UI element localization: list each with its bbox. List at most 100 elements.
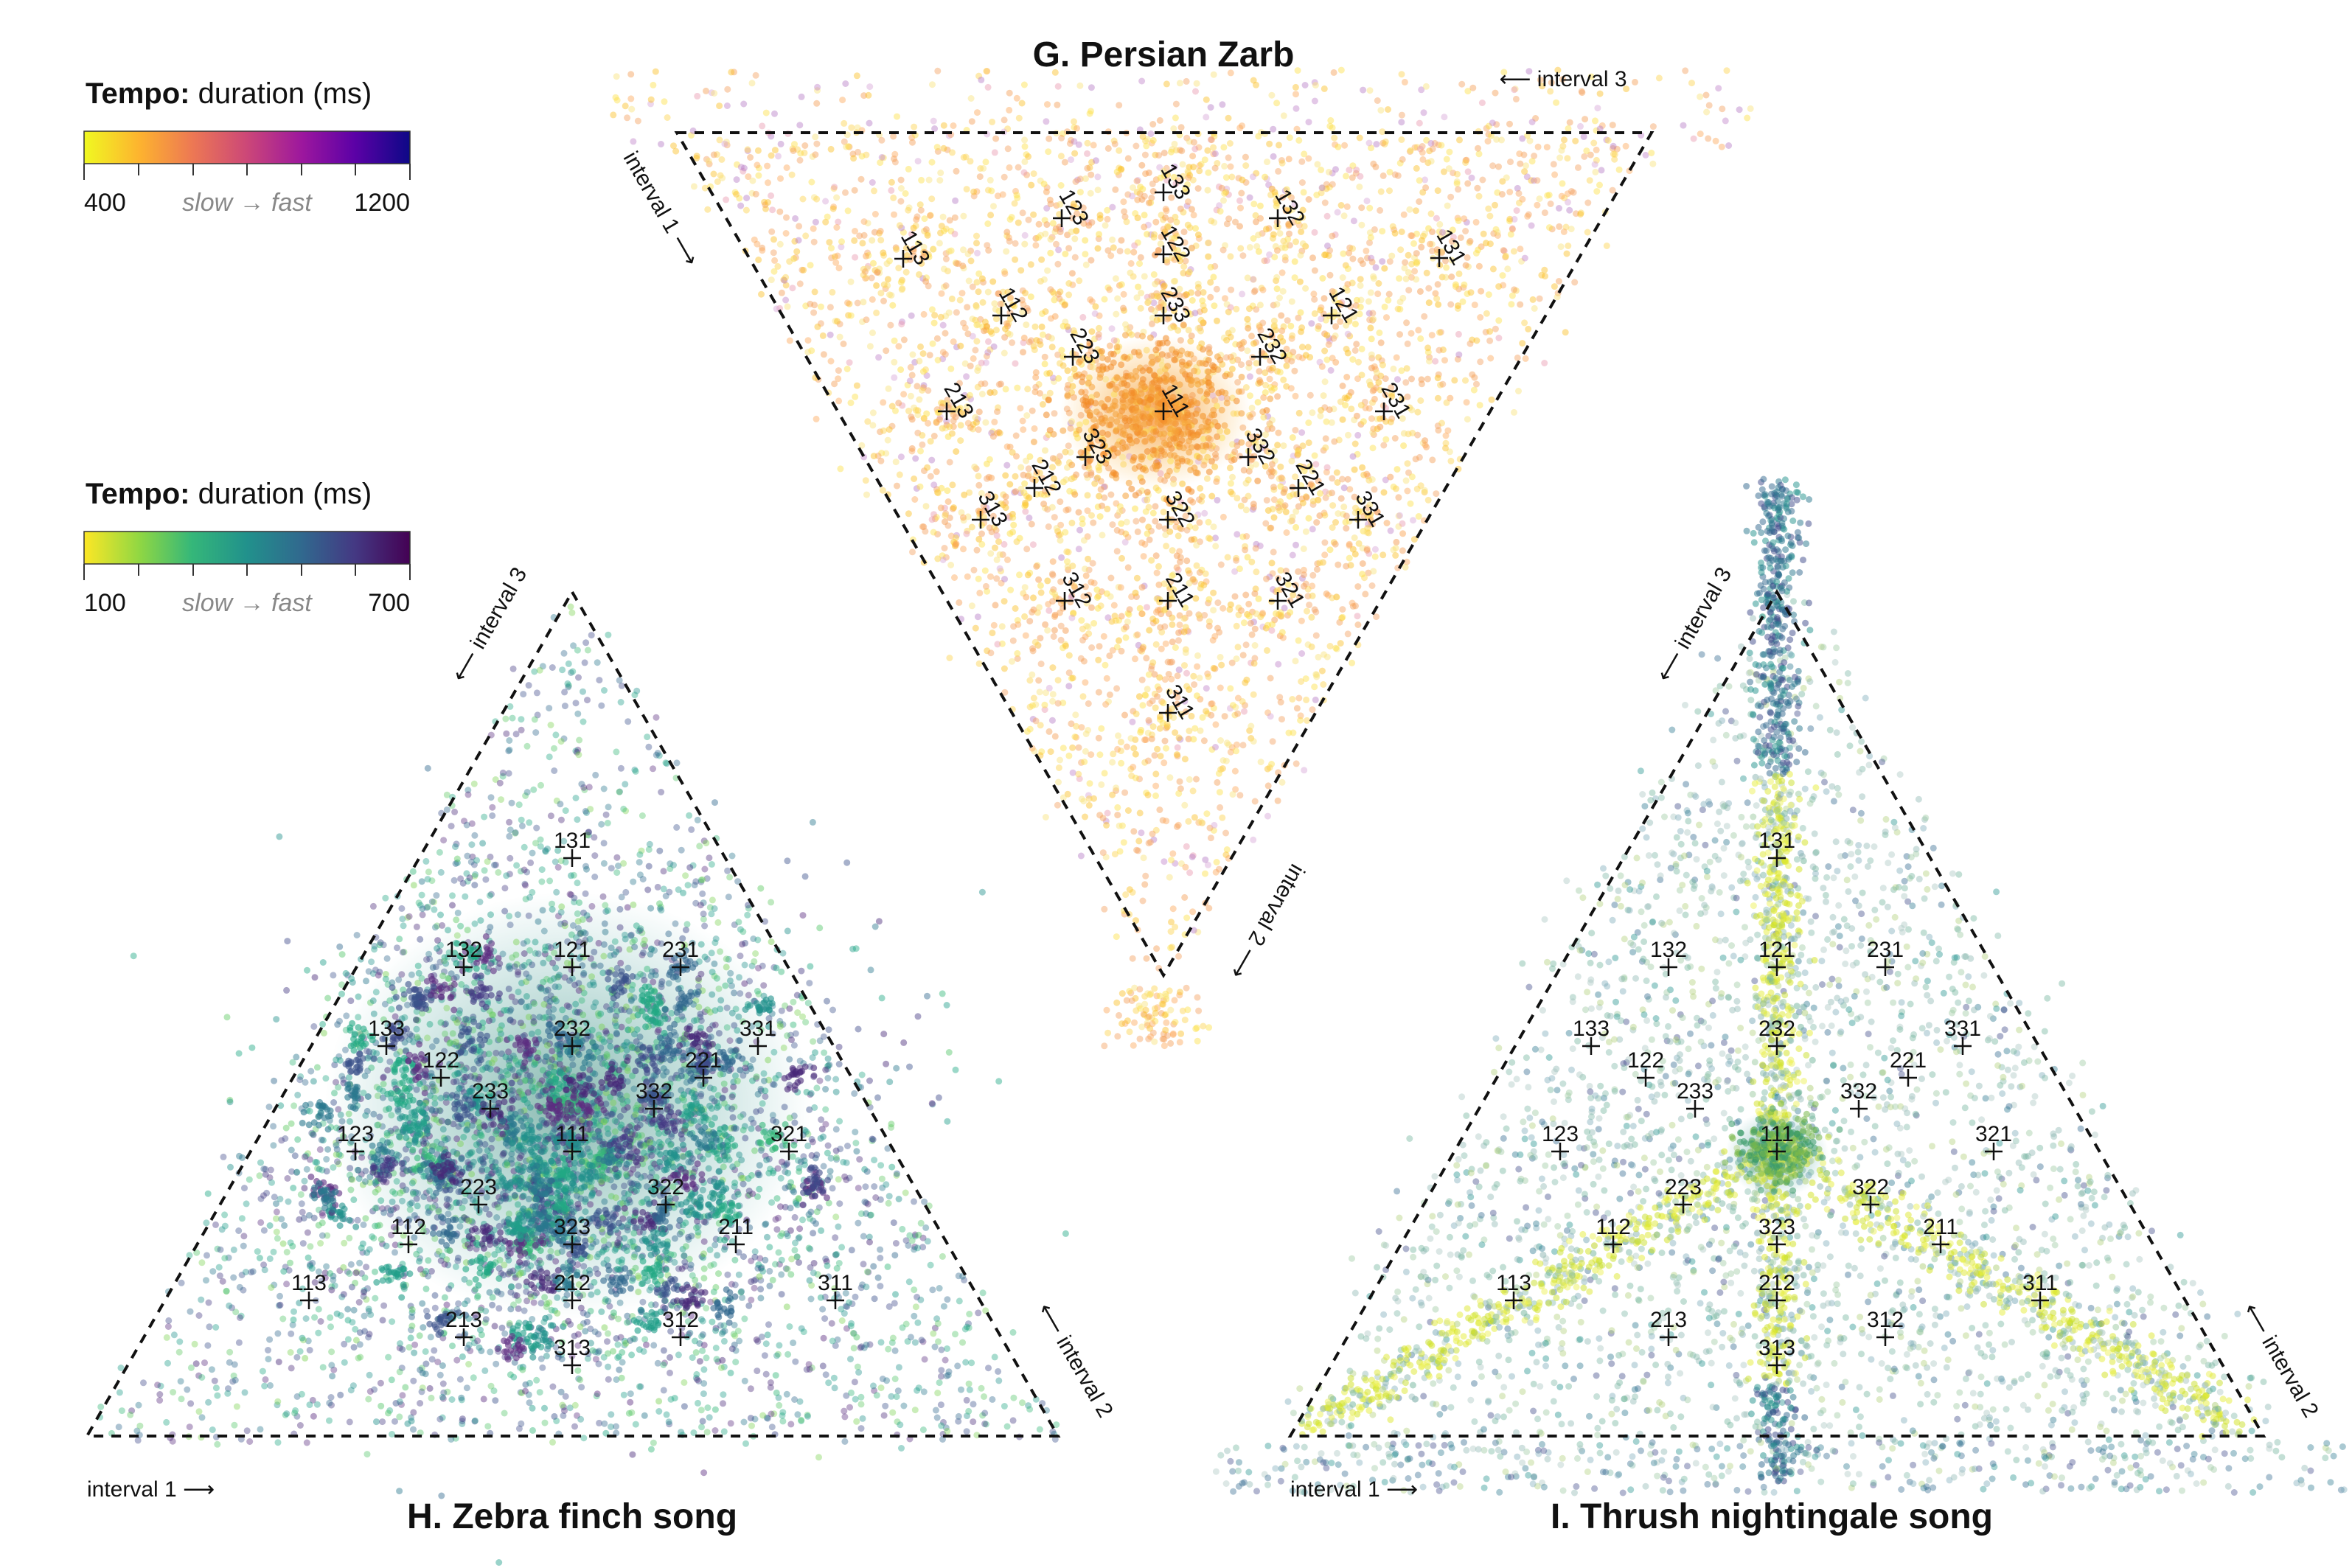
data-point	[1215, 770, 1222, 777]
data-point	[1255, 595, 1262, 602]
data-point	[1031, 425, 1038, 432]
data-point	[1381, 303, 1388, 310]
data-point	[1452, 281, 1459, 288]
data-point	[1001, 270, 1009, 277]
data-point	[1154, 745, 1161, 753]
data-point	[1122, 444, 1129, 451]
data-point	[1136, 986, 1144, 993]
data-point	[939, 213, 947, 220]
data-point	[1075, 509, 1082, 516]
data-point	[1121, 789, 1129, 796]
data-point	[1113, 428, 1120, 435]
data-point	[1037, 635, 1044, 642]
data-point	[1604, 137, 1612, 144]
data-point	[1013, 94, 1020, 102]
data-point	[916, 396, 923, 403]
data-point	[1363, 198, 1371, 205]
data-point	[847, 400, 855, 406]
data-point	[1350, 217, 1357, 225]
data-point	[1023, 321, 1030, 329]
data-point	[1178, 347, 1186, 355]
data-point	[792, 215, 799, 222]
data-point	[1196, 360, 1203, 366]
data-point	[1594, 105, 1601, 112]
data-point	[778, 1271, 785, 1278]
data-point	[1349, 602, 1357, 610]
data-point	[1373, 369, 1380, 376]
data-point	[1158, 645, 1165, 652]
data-point	[894, 482, 900, 489]
data-point	[928, 306, 936, 313]
colorbar-gradient	[83, 531, 411, 565]
data-point	[1379, 258, 1386, 265]
data-point	[1116, 248, 1124, 255]
data-point	[1339, 383, 1346, 389]
data-point	[998, 380, 1004, 388]
data-point	[790, 255, 798, 262]
data-point	[1044, 101, 1051, 108]
data-point	[1722, 117, 1729, 125]
data-point	[1436, 346, 1443, 354]
data-point	[1239, 290, 1246, 298]
data-point	[1209, 362, 1216, 369]
data-point	[1138, 478, 1146, 485]
data-point	[961, 324, 969, 332]
data-point	[1208, 381, 1215, 388]
data-point	[1096, 751, 1104, 759]
data-point	[1178, 147, 1186, 155]
data-point	[999, 191, 1006, 198]
data-point	[1318, 184, 1326, 192]
data-point	[1304, 344, 1312, 351]
data-point	[1136, 809, 1144, 817]
data-point	[1049, 691, 1057, 698]
data-point	[1312, 632, 1320, 639]
data-point	[1267, 713, 1274, 720]
data-point	[1228, 286, 1235, 293]
data-point	[1371, 226, 1378, 233]
data-point	[1287, 385, 1295, 392]
data-point	[905, 206, 912, 214]
data-point	[964, 527, 971, 534]
data-point	[957, 342, 964, 349]
data-point	[827, 331, 834, 338]
data-point	[1088, 84, 1095, 91]
data-point	[981, 327, 988, 335]
data-point	[877, 228, 884, 234]
data-point	[759, 1100, 766, 1107]
data-point	[1093, 586, 1101, 593]
data-point	[1212, 721, 1220, 728]
data-point	[1268, 91, 1276, 99]
data-point	[839, 97, 846, 104]
data-point	[1220, 757, 1227, 764]
data-point	[810, 225, 817, 232]
data-point	[1244, 554, 1251, 561]
data-point	[693, 153, 700, 160]
data-point	[934, 555, 942, 562]
data-point	[1018, 296, 1026, 304]
data-point	[1161, 1042, 1168, 1050]
data-point	[1189, 391, 1196, 399]
data-point	[1175, 327, 1182, 334]
data-point	[1295, 568, 1302, 575]
data-point	[973, 303, 980, 310]
data-point	[1133, 846, 1141, 854]
data-point	[1056, 360, 1063, 367]
data-point	[1150, 271, 1158, 278]
data-point	[1655, 74, 1663, 82]
data-point	[1461, 281, 1468, 288]
data-point	[1118, 529, 1125, 536]
data-point	[1137, 254, 1144, 261]
data-point	[1176, 147, 1183, 154]
data-point	[1251, 642, 1259, 649]
data-point	[792, 254, 799, 261]
data-point	[1151, 462, 1158, 470]
data-point	[1161, 150, 1168, 156]
data-point	[1246, 305, 1253, 313]
data-point	[768, 228, 776, 235]
data-point	[1076, 277, 1083, 285]
data-point	[974, 613, 981, 621]
data-point	[1455, 302, 1461, 310]
data-point	[1043, 205, 1051, 212]
data-point	[706, 161, 713, 167]
data-point	[1370, 568, 1377, 575]
